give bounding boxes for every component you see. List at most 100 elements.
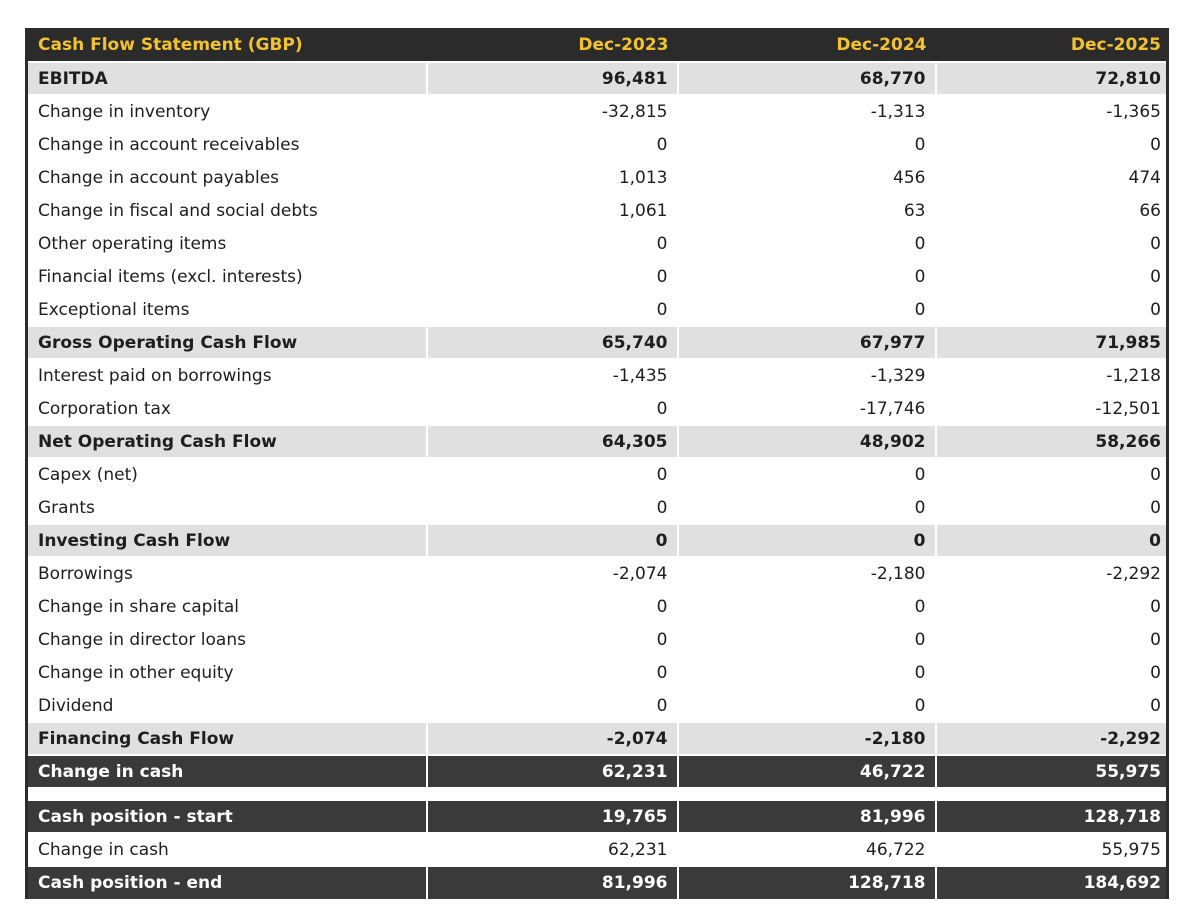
- cell-value: 48,902: [676, 424, 936, 458]
- row-label: Grants: [26, 490, 427, 524]
- cell-value: -2,180: [676, 721, 936, 755]
- table-row: Change in fiscal and social debts 1,061 63…: [26, 193, 1168, 227]
- row-label: Dividend: [26, 688, 427, 722]
- table-row: Financial items (excl. interests) 0 0 0: [26, 259, 1168, 293]
- cell-value: 0: [425, 622, 678, 656]
- cell-value: 0: [425, 226, 678, 260]
- table-body: EBITDA 96,481 68,770 72,810 Change in invent…: [26, 61, 1168, 899]
- cell-value: 0: [934, 457, 1168, 491]
- cell-value: 0: [934, 226, 1168, 260]
- cell-value: 64,305: [425, 424, 678, 458]
- row-label: Change in other equity: [26, 655, 427, 689]
- row-label: Change in fiscal and social debts: [26, 193, 427, 227]
- cell-value: 55,975: [934, 754, 1168, 788]
- row-label: Gross Operating Cash Flow: [26, 325, 427, 359]
- cell-value: 96,481: [425, 61, 678, 95]
- cell-value: 0: [425, 259, 678, 293]
- cell-value: 0: [934, 259, 1168, 293]
- row-label: Change in cash: [26, 832, 427, 866]
- cell-value: 0: [425, 457, 678, 491]
- row-label: Exceptional items: [26, 292, 427, 326]
- table-header-row: Cash Flow Statement (GBP) Dec-2023 Dec-2…: [26, 28, 1168, 62]
- row-label: Financial items (excl. interests): [26, 259, 427, 293]
- cell-value: 0: [676, 622, 936, 656]
- cell-value: 63: [676, 193, 936, 227]
- cell-value: 0: [934, 622, 1168, 656]
- table-row: Capex (net) 0 0 0: [26, 457, 1168, 491]
- cell-value: 65,740: [425, 325, 678, 359]
- table-row: Grants 0 0 0: [26, 490, 1168, 524]
- table-row: Change in account receivables 0 0 0: [26, 127, 1168, 161]
- cell-value: 0: [676, 490, 936, 524]
- cell-value: 0: [425, 490, 678, 524]
- cell-value: 0: [425, 391, 678, 425]
- cell-value: 0: [676, 688, 936, 722]
- cell-value: 474: [934, 160, 1168, 194]
- cell-value: 67,977: [676, 325, 936, 359]
- cell-value: 0: [676, 589, 936, 623]
- cell-value: 128,718: [676, 865, 936, 899]
- cell-value: 62,231: [425, 832, 678, 866]
- row-label: Change in account payables: [26, 160, 427, 194]
- table-row: Interest paid on borrowings -1,435 -1,329-…: [26, 358, 1168, 392]
- table-row: Exceptional items 0 0 0: [26, 292, 1168, 326]
- row-label: Borrowings: [26, 556, 427, 590]
- row-label: Cash position - end: [26, 865, 427, 899]
- table-row: Change in cash 62,231 46,722 55,975: [26, 754, 1168, 788]
- cell-value: 81,996: [425, 865, 678, 899]
- cell-value: 0: [934, 127, 1168, 161]
- cell-value: 0: [676, 457, 936, 491]
- column-header-dec-2024: Dec-2024: [677, 28, 936, 62]
- row-label: Change in share capital: [26, 589, 427, 623]
- cell-value: 19,765: [425, 799, 678, 833]
- cell-value: 55,975: [934, 832, 1168, 866]
- cell-value: 0: [425, 127, 678, 161]
- cell-value: 71,985: [934, 325, 1168, 359]
- cell-value: -1,329: [676, 358, 936, 392]
- row-label: Change in account receivables: [26, 127, 427, 161]
- table-title: Cash Flow Statement (GBP): [26, 28, 427, 62]
- row-label: Change in cash: [26, 754, 427, 788]
- row-label: Investing Cash Flow: [26, 523, 427, 557]
- cash-flow-table: Cash Flow Statement (GBP) Dec-2023 Dec-2…: [25, 28, 1169, 899]
- table-row: Change in inventory -32,815 -1,313 -1,365: [26, 94, 1168, 128]
- cell-value: 46,722: [676, 754, 936, 788]
- cell-value: 0: [676, 226, 936, 260]
- table-row: Borrowings -2,074 -2,180 -2,292: [26, 556, 1168, 590]
- cell-value: 0: [934, 523, 1168, 557]
- cell-value: 0: [676, 292, 936, 326]
- row-label: Financing Cash Flow: [26, 721, 427, 755]
- cell-value: 0: [934, 655, 1168, 689]
- cell-value: -1,435: [425, 358, 678, 392]
- cell-value: 0: [425, 688, 678, 722]
- cell-value: 1,013: [425, 160, 678, 194]
- table-row: EBITDA 96,481 68,770 72,810: [26, 61, 1168, 95]
- row-label: Cash position - start: [26, 799, 427, 833]
- cell-value: -2,292: [934, 721, 1168, 755]
- spacer-cell: [26, 787, 1168, 800]
- cell-value: 0: [934, 589, 1168, 623]
- cell-value: -1,313: [676, 94, 936, 128]
- column-header-dec-2025: Dec-2025: [935, 28, 1168, 62]
- cell-value: 46,722: [676, 832, 936, 866]
- row-label: Net Operating Cash Flow: [26, 424, 427, 458]
- spacer-row: [26, 787, 1168, 800]
- cell-value: -2,074: [425, 556, 678, 590]
- cell-value: 62,231: [425, 754, 678, 788]
- row-label: Change in inventory: [26, 94, 427, 128]
- cell-value: 184,692: [934, 865, 1168, 899]
- cell-value: -12,501: [934, 391, 1168, 425]
- cell-value: 68,770: [676, 61, 936, 95]
- cell-value: -2,074: [425, 721, 678, 755]
- cell-value: 58,266: [934, 424, 1168, 458]
- row-label: Corporation tax: [26, 391, 427, 425]
- table-row: Financing Cash Flow -2,074 -2,180 -2,292: [26, 721, 1168, 755]
- table-row: Dividend 0 0 0: [26, 688, 1168, 722]
- row-label: Interest paid on borrowings: [26, 358, 427, 392]
- cell-value: -2,292: [934, 556, 1168, 590]
- cell-value: 0: [676, 127, 936, 161]
- row-label: EBITDA: [26, 61, 427, 95]
- row-label: Capex (net): [26, 457, 427, 491]
- table-row: Cash position - start 19,765 81,996 128,718: [26, 799, 1168, 833]
- cell-value: -17,746: [676, 391, 936, 425]
